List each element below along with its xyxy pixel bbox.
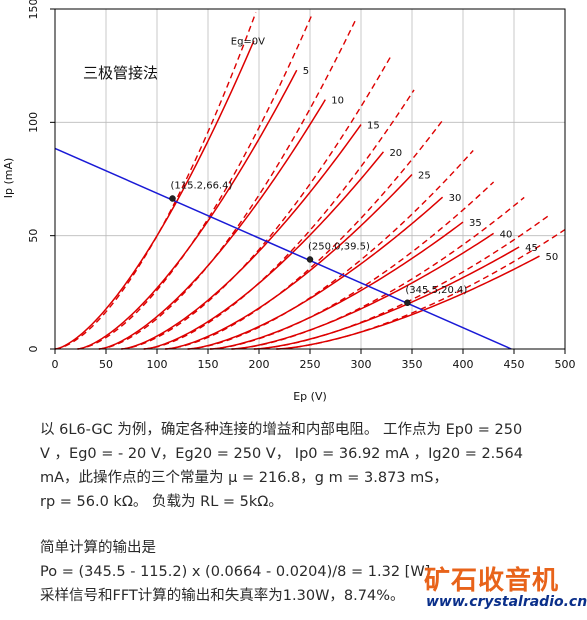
- operating-point-label: (345.5,20.4): [405, 285, 467, 296]
- tube-curve-solid: [187, 196, 444, 350]
- operating-point-label: (115.2,66.4): [171, 180, 233, 191]
- tube-curve-dashed: [54, 12, 257, 350]
- curve-label: 35: [469, 218, 482, 229]
- load-line-layer: [54, 147, 512, 350]
- curve-label: 30: [449, 193, 462, 204]
- description-line: 以 6L6-GC 为例，确定各种连接的增益和内部电阻。 工作点为 Ep0 = 2…: [40, 422, 523, 438]
- x-tick-label: 50: [99, 358, 113, 371]
- y-tick-label: 50: [27, 229, 40, 243]
- description-line: mA，此操作点的三个常量为 μ = 216.8，g m = 3.873 mS，: [40, 470, 449, 486]
- output-calculation-paragraph: 简单计算的输出是 Po = (345.5 - 115.2) x (0.0664 -…: [40, 536, 580, 608]
- x-tick-label: 0: [52, 358, 59, 371]
- tube-curve-dashed: [121, 54, 393, 350]
- tube-curve-dashed: [143, 89, 415, 350]
- tube-curve-solid: [165, 173, 413, 350]
- plate-characteristics-chart: 0 50 100 150 200 250 300 350 400 450 500 0 50 100 150 …: [2, 0, 576, 403]
- curve-label: 15: [367, 121, 380, 132]
- x-tick-label: 200: [249, 358, 270, 371]
- tube-curve-dashed: [98, 19, 357, 350]
- y-axis-title: Ip (mA): [2, 158, 15, 199]
- curve-label: 20: [389, 148, 402, 159]
- tube-curve-dashed: [77, 14, 313, 350]
- calculation-line: 采样信号和FFT计算的输出和失真率为1.30W，8.74%。: [40, 588, 405, 604]
- operating-point-marker: [404, 299, 411, 307]
- calculation-line: Po = (345.5 - 115.2) x (0.0664 - 0.0204)…: [40, 564, 431, 580]
- watermark-title: 矿石收音机: [424, 566, 560, 596]
- tube-curve-solid: [54, 40, 255, 350]
- tube-curve-dashed: [165, 119, 444, 350]
- description-paragraph: 以 6L6-GC 为例，确定各种连接的增益和内部电阻。 工作点为 Ep0 = 2…: [40, 418, 580, 514]
- watermark-url: www.crystalradio.cn: [426, 594, 587, 610]
- x-tick-label: 250: [300, 358, 321, 371]
- y-tick-label: 0: [27, 346, 40, 353]
- description-line: V ，Eg0 = - 20 V，Eg20 = 250 V， Ip0 = 36.9…: [40, 446, 523, 462]
- x-axis-title: Ep (V): [293, 390, 327, 403]
- operating-point-marker: [169, 195, 176, 202]
- x-tick-label: 450: [504, 358, 525, 371]
- tube-curve-dashed: [253, 214, 551, 350]
- tube-curve-solid: [98, 99, 326, 350]
- y-tick-label: 100: [27, 112, 40, 133]
- curve-layer: [54, 12, 566, 350]
- curve-label: 25: [418, 170, 431, 181]
- tube-curve-dashed: [187, 150, 474, 350]
- operating-point-marker: [306, 256, 314, 263]
- curve-label: 50: [546, 252, 559, 263]
- label-layer: Eg=0V 5 10 15 20 25 30 35 40 45 50 (115.2,66.4) (250…: [171, 37, 559, 296]
- x-tick-label: 100: [147, 358, 168, 371]
- curve-label: 10: [331, 96, 344, 107]
- x-tick-label: 150: [198, 358, 219, 371]
- curve-label: 40: [500, 229, 513, 240]
- x-tick-label: 350: [402, 358, 423, 371]
- connection-mode-label: 三极管接法: [83, 64, 158, 82]
- tube-curve-dashed: [231, 196, 525, 350]
- operating-point-label: (250.0,39.5): [308, 241, 370, 252]
- curve-label: 45: [525, 243, 538, 254]
- description-line: rp = 56.0 kΩ。 负载为 RL = 5kΩ。: [40, 494, 283, 510]
- x-tick-label: 400: [453, 358, 474, 371]
- load-line: [54, 147, 512, 350]
- site-watermark: 矿石收音机 www.crystalradio.cn: [420, 560, 587, 620]
- x-tick-label: 300: [351, 358, 372, 371]
- calculation-line: 简单计算的输出是: [40, 540, 156, 556]
- tube-curve-solid: [121, 124, 362, 350]
- curve-label: Eg=0V: [231, 37, 265, 48]
- axis-layer: 0 50 100 150 200 250 300 350 400 450 500 0 50 100 150: [27, 0, 576, 371]
- curve-label: 5: [303, 66, 309, 77]
- tube-curve-dashed: [210, 181, 495, 350]
- x-tick-label: 500: [555, 358, 576, 371]
- y-tick-label: 150: [27, 0, 40, 20]
